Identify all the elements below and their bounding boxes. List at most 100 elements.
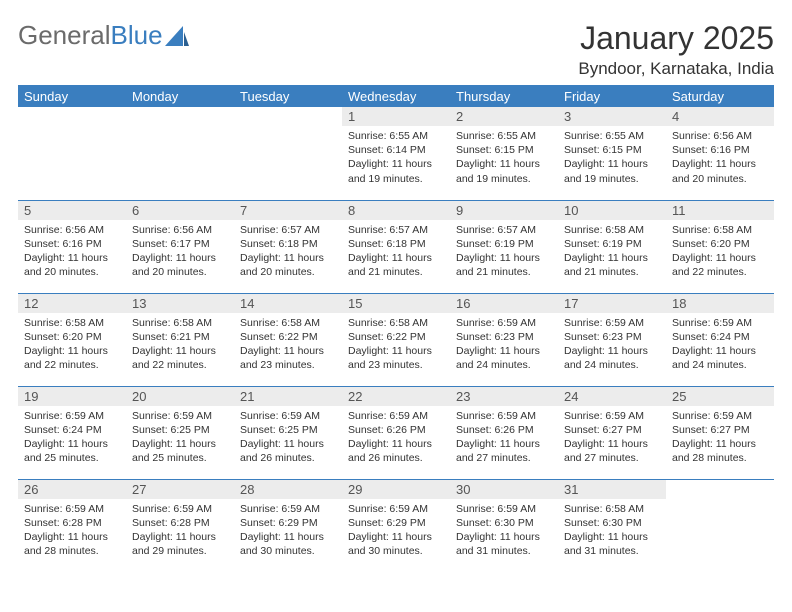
daylight-text: Daylight: 11 hours and 31 minutes. bbox=[456, 530, 552, 558]
calendar-day-cell: 18Sunrise: 6:59 AMSunset: 6:24 PMDayligh… bbox=[666, 293, 774, 385]
calendar-day-cell: 5Sunrise: 6:56 AMSunset: 6:16 PMDaylight… bbox=[18, 200, 126, 292]
sunrise-text: Sunrise: 6:59 AM bbox=[24, 409, 120, 423]
sunset-text: Sunset: 6:16 PM bbox=[24, 237, 120, 251]
calendar-day-cell: 15Sunrise: 6:58 AMSunset: 6:22 PMDayligh… bbox=[342, 293, 450, 385]
sunset-text: Sunset: 6:24 PM bbox=[24, 423, 120, 437]
sunrise-text: Sunrise: 6:59 AM bbox=[348, 502, 444, 516]
logo-text-general: General bbox=[18, 20, 111, 51]
calendar-day-cell: 12Sunrise: 6:58 AMSunset: 6:20 PMDayligh… bbox=[18, 293, 126, 385]
daylight-text: Daylight: 11 hours and 28 minutes. bbox=[672, 437, 768, 465]
day-number: 17 bbox=[558, 294, 666, 313]
logo: GeneralBlue bbox=[18, 20, 189, 51]
day-header: Wednesday bbox=[342, 85, 450, 107]
day-header-row: SundayMondayTuesdayWednesdayThursdayFrid… bbox=[18, 85, 774, 107]
daylight-text: Daylight: 11 hours and 25 minutes. bbox=[24, 437, 120, 465]
day-number: 30 bbox=[450, 480, 558, 499]
calendar-week-row: 12Sunrise: 6:58 AMSunset: 6:20 PMDayligh… bbox=[18, 293, 774, 385]
header: GeneralBlue January 2025 Byndoor, Karnat… bbox=[18, 20, 774, 79]
sunrise-text: Sunrise: 6:58 AM bbox=[672, 223, 768, 237]
daylight-text: Daylight: 11 hours and 23 minutes. bbox=[348, 344, 444, 372]
day-body: Sunrise: 6:56 AMSunset: 6:17 PMDaylight:… bbox=[126, 220, 234, 282]
calendar-week-row: 19Sunrise: 6:59 AMSunset: 6:24 PMDayligh… bbox=[18, 386, 774, 478]
calendar-day-cell: 3Sunrise: 6:55 AMSunset: 6:15 PMDaylight… bbox=[558, 107, 666, 199]
sunset-text: Sunset: 6:19 PM bbox=[456, 237, 552, 251]
day-body: Sunrise: 6:55 AMSunset: 6:14 PMDaylight:… bbox=[342, 126, 450, 188]
daylight-text: Daylight: 11 hours and 30 minutes. bbox=[240, 530, 336, 558]
day-body: Sunrise: 6:59 AMSunset: 6:27 PMDaylight:… bbox=[666, 406, 774, 468]
calendar-day-cell: 13Sunrise: 6:58 AMSunset: 6:21 PMDayligh… bbox=[126, 293, 234, 385]
daylight-text: Daylight: 11 hours and 19 minutes. bbox=[456, 157, 552, 185]
day-body: Sunrise: 6:59 AMSunset: 6:23 PMDaylight:… bbox=[558, 313, 666, 375]
day-number: 11 bbox=[666, 201, 774, 220]
calendar-day-cell: 14Sunrise: 6:58 AMSunset: 6:22 PMDayligh… bbox=[234, 293, 342, 385]
sunrise-text: Sunrise: 6:56 AM bbox=[24, 223, 120, 237]
sunrise-text: Sunrise: 6:58 AM bbox=[564, 223, 660, 237]
day-number: 5 bbox=[18, 201, 126, 220]
calendar-week-row: 1Sunrise: 6:55 AMSunset: 6:14 PMDaylight… bbox=[18, 107, 774, 199]
calendar-day-cell: 20Sunrise: 6:59 AMSunset: 6:25 PMDayligh… bbox=[126, 386, 234, 478]
day-number: 23 bbox=[450, 387, 558, 406]
sunset-text: Sunset: 6:24 PM bbox=[672, 330, 768, 344]
day-body: Sunrise: 6:58 AMSunset: 6:30 PMDaylight:… bbox=[558, 499, 666, 561]
calendar-day-cell bbox=[18, 107, 126, 199]
day-body: Sunrise: 6:59 AMSunset: 6:25 PMDaylight:… bbox=[234, 406, 342, 468]
daylight-text: Daylight: 11 hours and 21 minutes. bbox=[564, 251, 660, 279]
daylight-text: Daylight: 11 hours and 24 minutes. bbox=[564, 344, 660, 372]
day-number: 31 bbox=[558, 480, 666, 499]
sunset-text: Sunset: 6:25 PM bbox=[240, 423, 336, 437]
daylight-text: Daylight: 11 hours and 24 minutes. bbox=[672, 344, 768, 372]
sunrise-text: Sunrise: 6:59 AM bbox=[24, 502, 120, 516]
sunrise-text: Sunrise: 6:56 AM bbox=[672, 129, 768, 143]
day-number: 22 bbox=[342, 387, 450, 406]
day-number: 14 bbox=[234, 294, 342, 313]
daylight-text: Daylight: 11 hours and 22 minutes. bbox=[24, 344, 120, 372]
sunrise-text: Sunrise: 6:55 AM bbox=[564, 129, 660, 143]
day-header: Thursday bbox=[450, 85, 558, 107]
calendar-day-cell: 16Sunrise: 6:59 AMSunset: 6:23 PMDayligh… bbox=[450, 293, 558, 385]
day-body: Sunrise: 6:59 AMSunset: 6:28 PMDaylight:… bbox=[126, 499, 234, 561]
calendar-week-row: 26Sunrise: 6:59 AMSunset: 6:28 PMDayligh… bbox=[18, 479, 774, 571]
daylight-text: Daylight: 11 hours and 27 minutes. bbox=[564, 437, 660, 465]
day-body: Sunrise: 6:59 AMSunset: 6:26 PMDaylight:… bbox=[342, 406, 450, 468]
day-body: Sunrise: 6:57 AMSunset: 6:19 PMDaylight:… bbox=[450, 220, 558, 282]
day-body: Sunrise: 6:56 AMSunset: 6:16 PMDaylight:… bbox=[18, 220, 126, 282]
sunset-text: Sunset: 6:23 PM bbox=[456, 330, 552, 344]
sunset-text: Sunset: 6:29 PM bbox=[240, 516, 336, 530]
sunset-text: Sunset: 6:27 PM bbox=[672, 423, 768, 437]
calendar-day-cell: 1Sunrise: 6:55 AMSunset: 6:14 PMDaylight… bbox=[342, 107, 450, 199]
day-body: Sunrise: 6:59 AMSunset: 6:29 PMDaylight:… bbox=[342, 499, 450, 561]
sunrise-text: Sunrise: 6:59 AM bbox=[672, 316, 768, 330]
day-body: Sunrise: 6:55 AMSunset: 6:15 PMDaylight:… bbox=[558, 126, 666, 188]
day-body: Sunrise: 6:56 AMSunset: 6:16 PMDaylight:… bbox=[666, 126, 774, 188]
sunset-text: Sunset: 6:30 PM bbox=[564, 516, 660, 530]
calendar-day-cell: 24Sunrise: 6:59 AMSunset: 6:27 PMDayligh… bbox=[558, 386, 666, 478]
calendar-thead: SundayMondayTuesdayWednesdayThursdayFrid… bbox=[18, 85, 774, 107]
calendar-day-cell bbox=[234, 107, 342, 199]
calendar-table: SundayMondayTuesdayWednesdayThursdayFrid… bbox=[18, 85, 774, 571]
day-number: 26 bbox=[18, 480, 126, 499]
sunset-text: Sunset: 6:28 PM bbox=[132, 516, 228, 530]
day-body: Sunrise: 6:58 AMSunset: 6:20 PMDaylight:… bbox=[666, 220, 774, 282]
sunrise-text: Sunrise: 6:56 AM bbox=[132, 223, 228, 237]
sunset-text: Sunset: 6:26 PM bbox=[348, 423, 444, 437]
sunset-text: Sunset: 6:16 PM bbox=[672, 143, 768, 157]
daylight-text: Daylight: 11 hours and 22 minutes. bbox=[132, 344, 228, 372]
daylight-text: Daylight: 11 hours and 19 minutes. bbox=[564, 157, 660, 185]
sunset-text: Sunset: 6:21 PM bbox=[132, 330, 228, 344]
day-body: Sunrise: 6:59 AMSunset: 6:28 PMDaylight:… bbox=[18, 499, 126, 561]
calendar-day-cell bbox=[126, 107, 234, 199]
day-number: 24 bbox=[558, 387, 666, 406]
day-body: Sunrise: 6:59 AMSunset: 6:29 PMDaylight:… bbox=[234, 499, 342, 561]
calendar-day-cell: 4Sunrise: 6:56 AMSunset: 6:16 PMDaylight… bbox=[666, 107, 774, 199]
daylight-text: Daylight: 11 hours and 20 minutes. bbox=[24, 251, 120, 279]
day-number: 7 bbox=[234, 201, 342, 220]
day-body: Sunrise: 6:59 AMSunset: 6:30 PMDaylight:… bbox=[450, 499, 558, 561]
calendar-day-cell: 8Sunrise: 6:57 AMSunset: 6:18 PMDaylight… bbox=[342, 200, 450, 292]
day-number: 28 bbox=[234, 480, 342, 499]
daylight-text: Daylight: 11 hours and 21 minutes. bbox=[456, 251, 552, 279]
sunrise-text: Sunrise: 6:55 AM bbox=[348, 129, 444, 143]
day-header: Friday bbox=[558, 85, 666, 107]
day-body: Sunrise: 6:58 AMSunset: 6:19 PMDaylight:… bbox=[558, 220, 666, 282]
calendar-day-cell: 2Sunrise: 6:55 AMSunset: 6:15 PMDaylight… bbox=[450, 107, 558, 199]
calendar-day-cell: 31Sunrise: 6:58 AMSunset: 6:30 PMDayligh… bbox=[558, 479, 666, 571]
